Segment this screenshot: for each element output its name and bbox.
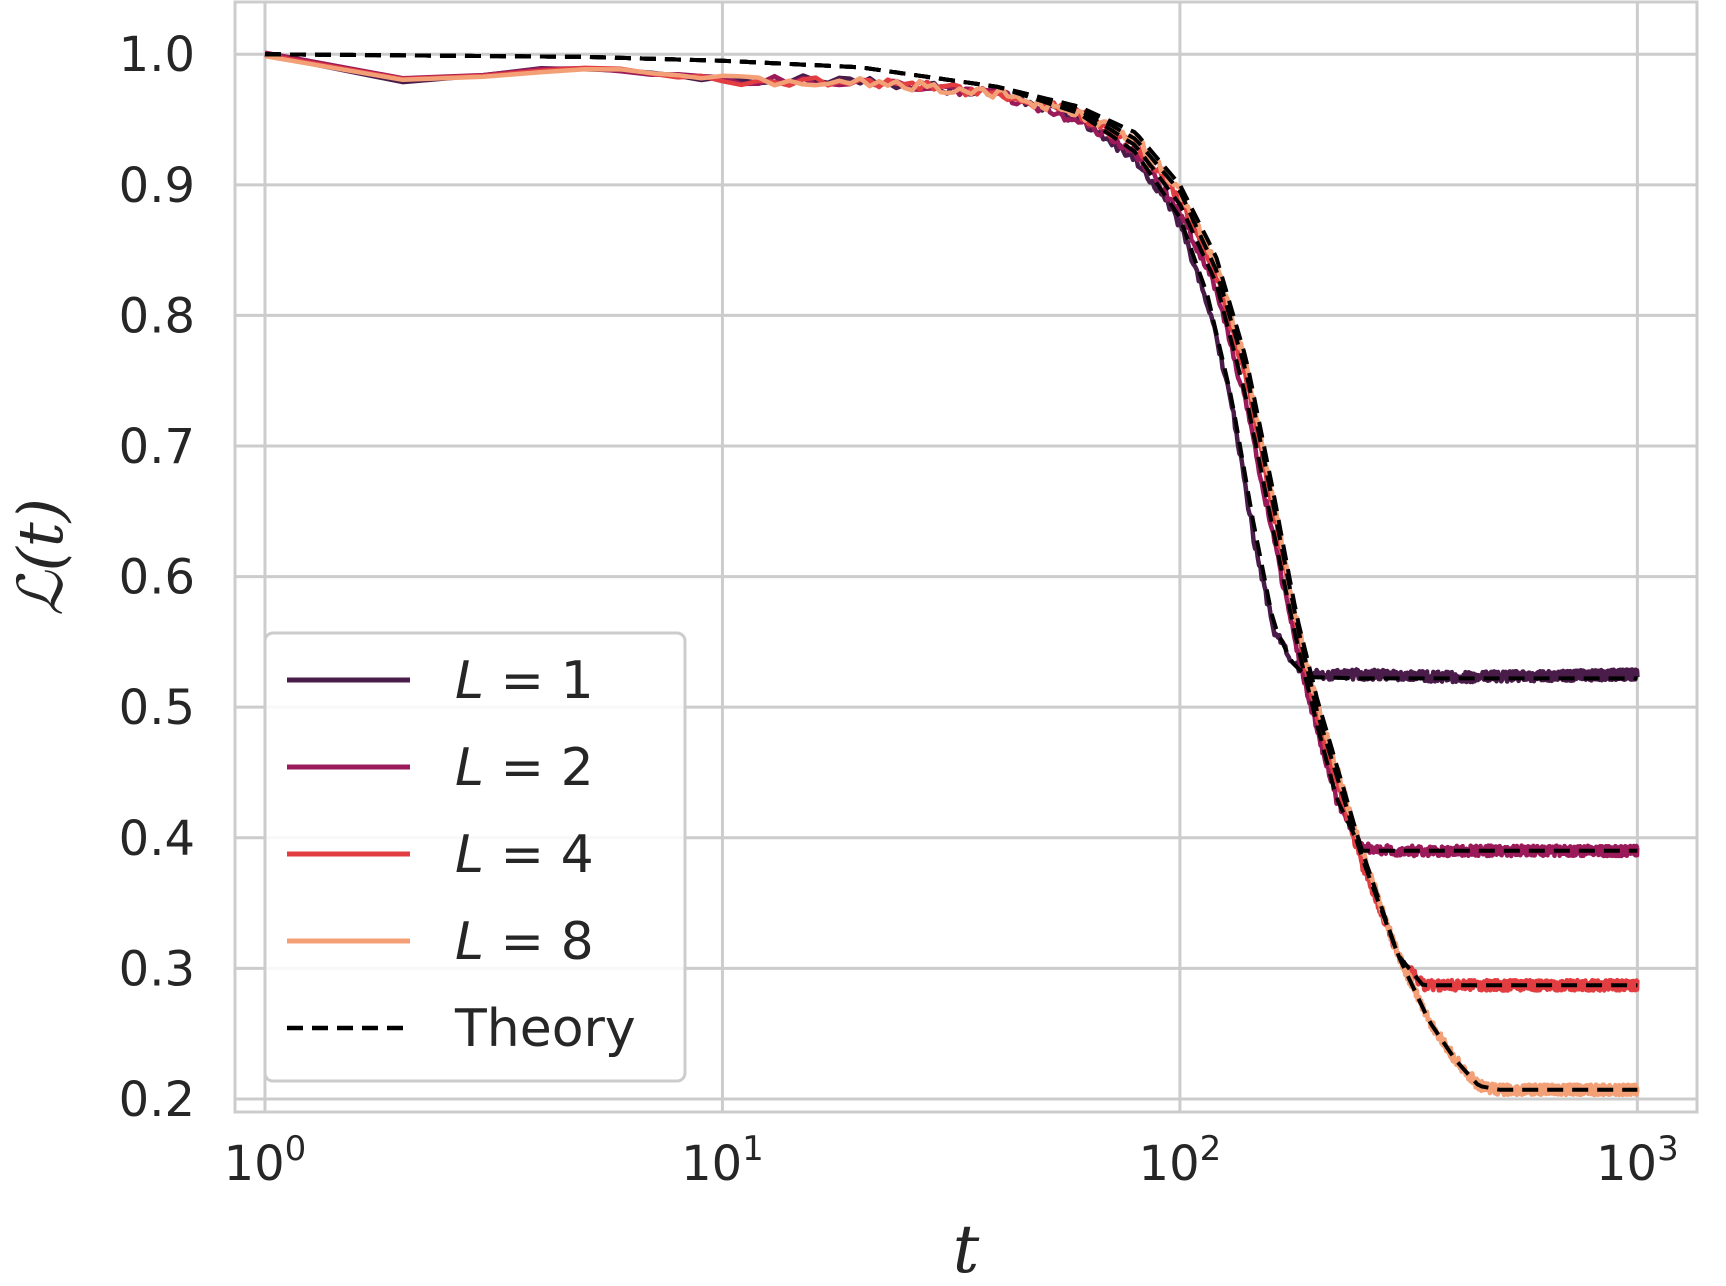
legend-label-3: L = 4 (455, 825, 594, 885)
x-tick-base: 10 (1596, 1136, 1657, 1192)
y-tick-label: 0.3 (119, 941, 195, 997)
legend-equals: = (484, 825, 561, 885)
x-tick-exponent: 1 (742, 1129, 764, 1169)
legend-label-2: L = 2 (455, 738, 594, 798)
y-tick-label: 0.9 (119, 158, 195, 214)
series-line-1 (264, 52, 1640, 685)
legend-symbol: L (455, 651, 484, 711)
y-tick-label: 0.4 (119, 811, 195, 867)
legend-value: 2 (561, 738, 594, 798)
y-tick-label: 0.8 (119, 288, 195, 344)
plot-frame (233, 0, 1699, 1114)
legend-equals: = (484, 912, 561, 972)
x-axis-label: t (953, 1211, 980, 1286)
legend-symbol: L (455, 738, 484, 798)
theory-curve-1 (264, 52, 1638, 681)
x-tick-label: 102 (1139, 1129, 1222, 1192)
x-tick-exponent: 3 (1657, 1129, 1679, 1169)
x-tick-label: 100 (224, 1129, 307, 1192)
legend-value: 1 (561, 651, 594, 711)
x-tick-base: 10 (224, 1136, 285, 1192)
legend-equals: = (484, 651, 561, 711)
legend-label-theory: Theory (454, 999, 636, 1059)
y-tick-label: 0.2 (119, 1072, 195, 1128)
legend-symbol: L (455, 825, 484, 885)
legend-label-1: L = 1 (455, 651, 594, 711)
x-tick-exponent: 0 (285, 1129, 307, 1169)
x-tick-label: 101 (681, 1129, 764, 1192)
series-line-2 (264, 50, 1640, 859)
legend-symbol: L (455, 912, 484, 972)
legend-equals: = (484, 738, 561, 798)
y-tick-label: 0.5 (119, 680, 195, 736)
y-axis-label: ℒ(t) (4, 498, 77, 616)
y-tick-labels: 0.2 0.3 0.4 0.5 0.6 0.7 0.8 0.9 1.0 (119, 27, 195, 1128)
y-tick-label: 0.6 (119, 550, 195, 606)
x-tick-labels: 100 101 102 103 (224, 1129, 1679, 1192)
x-tick-exponent: 2 (1200, 1129, 1222, 1169)
legend-box (263, 631, 687, 1083)
x-tick-base: 10 (681, 1136, 742, 1192)
legend-value: 4 (561, 825, 594, 885)
theory-layer (264, 52, 1638, 1092)
legend-value: 8 (561, 912, 594, 972)
y-tick-label: 0.7 (119, 419, 195, 475)
legend-label-4: L = 8 (455, 912, 594, 972)
y-tick-label: 1.0 (119, 27, 195, 83)
theory-curve-4 (264, 52, 1638, 1092)
x-tick-base: 10 (1139, 1136, 1200, 1192)
x-tick-label: 103 (1596, 1129, 1679, 1192)
